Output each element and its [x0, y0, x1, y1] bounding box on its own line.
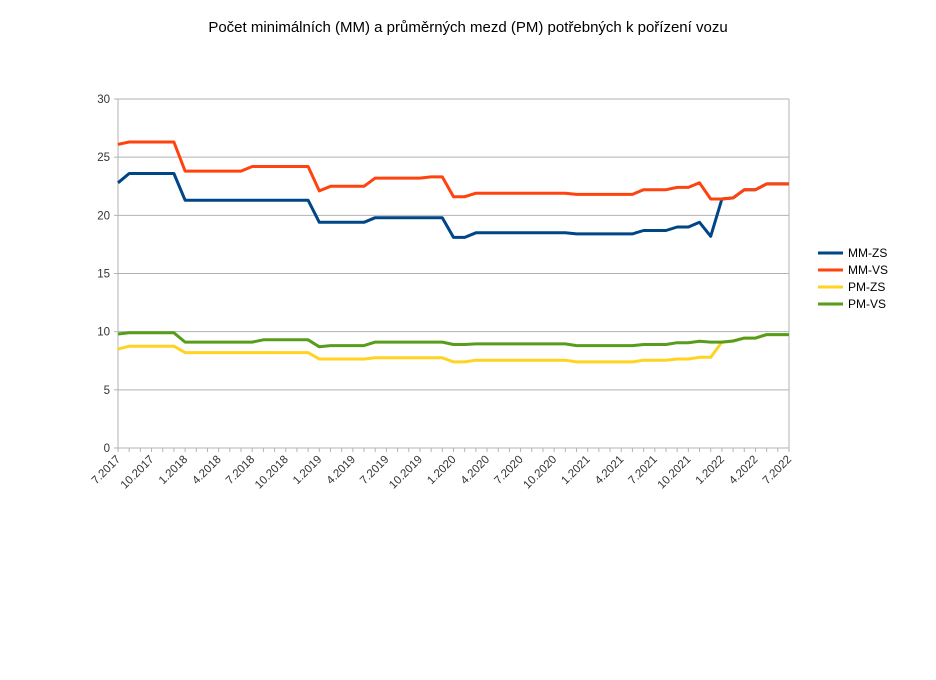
x-tick-label: 1.2020: [425, 454, 458, 487]
x-tick-label: 4.2021: [593, 454, 626, 487]
x-tick-label: 10.2017: [119, 454, 157, 492]
x-tick-label: 7.2022: [761, 454, 794, 487]
x-tick-label: 7.2021: [627, 454, 660, 487]
series-line-mm-zs: [117, 172, 789, 239]
series-line-pm-vs: [117, 331, 789, 349]
legend-label: PM-ZS: [848, 280, 885, 294]
x-tick-label: 4.2018: [190, 454, 223, 487]
x-tick-label: 10.2020: [521, 454, 559, 492]
x-tick-label: 1.2019: [291, 454, 324, 487]
x-tick-label: 10.2018: [253, 454, 291, 492]
y-tick-label: 0: [104, 443, 110, 455]
x-tick-label: 10.2019: [387, 454, 425, 492]
y-tick-label: 25: [97, 152, 110, 164]
x-tick-label: 10.2021: [656, 454, 694, 492]
x-tick-label: 7.2018: [224, 454, 257, 487]
x-tick-label: 4.2020: [459, 454, 492, 487]
x-tick-label: 1.2018: [157, 454, 190, 487]
y-tick-label: 30: [97, 94, 110, 106]
legend-label: MM-VS: [848, 263, 888, 277]
y-tick-label: 10: [97, 327, 110, 339]
y-tick-label: 5: [104, 385, 110, 397]
legend-label: PM-VS: [848, 297, 886, 311]
x-tick-label: 7.2017: [90, 454, 123, 487]
x-tick-label: 7.2019: [358, 454, 391, 487]
series-line-pm-zs: [117, 333, 789, 364]
x-tick-label: 4.2019: [325, 454, 358, 487]
y-tick-label: 20: [97, 210, 110, 222]
x-tick-label: 4.2022: [727, 454, 760, 487]
series-line-mm-vs: [117, 140, 789, 201]
chart-title: Počet minimálních (MM) a průměrných mezd…: [208, 19, 728, 36]
y-tick-label: 15: [97, 269, 110, 281]
x-tick-label: 1.2022: [694, 454, 727, 487]
legend-label: MM-ZS: [848, 246, 887, 260]
x-tick-label: 1.2021: [559, 454, 592, 487]
x-tick-label: 7.2020: [492, 454, 525, 487]
